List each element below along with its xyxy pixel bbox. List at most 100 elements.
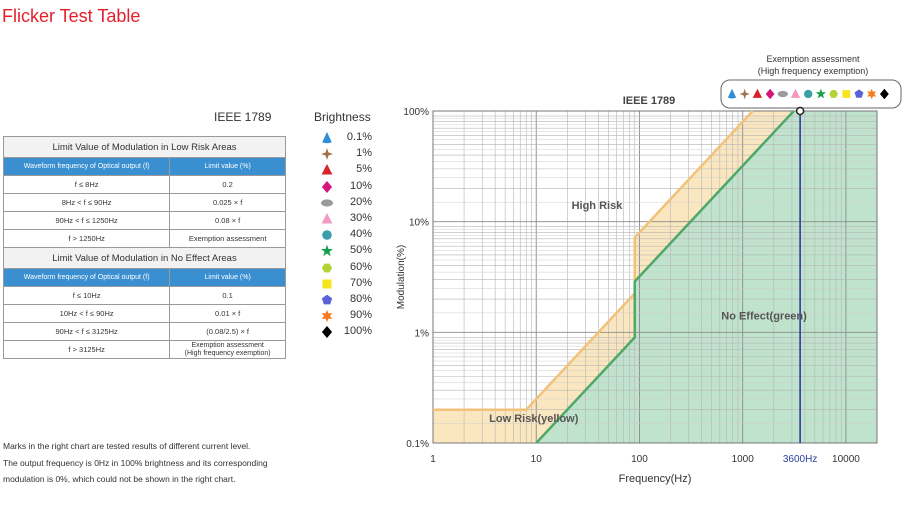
square-marker [322,279,332,289]
square-marker [842,90,851,98]
legend-symbol [321,326,333,339]
y-tick-label: 10% [409,218,429,229]
legend-item: 70% [320,276,380,292]
triangle-marker [321,164,333,175]
table-row: 90Hz < f ≤ 3125Hz (0.08/2.5) × f [2,322,286,341]
x-tick-label: 10000 [832,454,860,465]
legend-label: 40% [349,228,372,241]
legend-symbol [321,212,333,224]
limit-cell: Exemption assessment (High frequency exe… [169,340,286,359]
y-axis-label: Modulation(%) [396,245,407,309]
chart-title: IEEE 1789 [623,95,676,107]
no-effect-col-limit: Limit value (%) [169,268,286,287]
legend-symbol [321,180,333,193]
legend-symbol [322,230,332,240]
legend-symbol [321,294,333,305]
hexagon-marker [321,263,333,272]
legend-item: 60% [320,260,380,276]
legend-label: 1% [356,147,372,160]
limit-table: Limit Value of Modulation in Low Risk Ar… [2,136,286,359]
brightness-legend: 0.1% 1% 5% 10% 20% 30% 40% 50% 60% 70% 80% 90% 100% [320,130,380,340]
diamond-marker [879,88,889,100]
limit-cell: (0.08/2.5) × f [169,322,286,341]
x-tick-label: 3600Hz [783,454,817,465]
diamond-marker [321,180,333,193]
triangle-marker [321,212,333,224]
legend-symbol [321,263,333,272]
limit-line: Exemption assessment [191,341,264,349]
cone-marker [727,88,737,99]
circle-marker [322,230,332,240]
legend-item: 20% [320,195,380,211]
legend-symbol [321,164,333,175]
table-row: f > 1250Hz Exemption assessment [2,229,286,248]
star6-marker [321,310,333,323]
low-risk-col-limit: Limit value (%) [169,157,286,176]
legend-label: 80% [349,292,372,305]
table-row: 8Hz < f ≤ 90Hz 0.025 × f [2,193,286,212]
legend-item: 10% [320,179,380,195]
pentagon-marker [854,89,864,98]
table-row: 90Hz < f ≤ 1250Hz 0.08 × f [2,211,286,230]
star4-marker [739,88,750,100]
x-tick-label: 10 [531,454,543,465]
page-title: Flicker Test Table [2,6,141,26]
legend-symbol [321,245,333,257]
diamond-marker [765,88,775,100]
legend-label: 20% [349,195,372,208]
x-tick-label: 1000 [732,454,755,465]
low-risk-col-freq: Waveform frequency of Optical output (f) [2,157,171,176]
cone-marker [322,132,332,144]
legend-label: 5% [356,163,372,176]
grid [432,110,878,444]
legend-item: 0.1% [320,130,380,146]
circle-marker [804,89,813,99]
legend-item: 5% [320,162,380,178]
y-tick-label: 1% [415,328,430,339]
note-line: modulation is 0%, which could not be sho… [3,474,236,484]
note-line: The output frequency is 0Hz in 100% brig… [3,457,268,468]
hexagon-marker [829,90,839,98]
limit-line-2: (High frequency exemption) [184,349,271,357]
y-tick-label: 100% [403,107,429,118]
legend-label: 10% [349,179,372,192]
region-label: High Risk [572,200,624,212]
exemption-sublabel: (High frequency exemption) [758,66,869,76]
ellipse-marker [777,90,788,98]
legend-item: 100% [320,324,380,340]
table-row: f > 3125Hz Exemption assessment (High fr… [2,340,286,359]
star6-marker [867,88,877,100]
series-line-no-effect [535,110,795,444]
diamond-marker [321,326,333,339]
note-line: Marks in the right chart are tested resu… [3,441,251,451]
table-row: f ≤ 8Hz 0.2 [2,175,286,194]
legend-item: 30% [320,211,380,227]
pentagon-marker [321,294,333,305]
x-axis-label: Frequency(Hz) [619,473,692,485]
freq-cell: f > 3125Hz [2,340,171,359]
star5-marker [321,245,333,257]
exemption-point [795,106,805,116]
x-tick-label: 100 [631,454,648,465]
plot-frame [432,110,878,444]
legend-symbol [321,148,333,161]
x-tick-label: 1 [430,454,436,465]
legend-symbol [321,310,333,323]
legend-title: Brightness [314,110,371,124]
region-label: No Effect(green) [721,311,807,323]
notes: Marks in the right chart are tested resu… [3,438,268,488]
table-row: 10Hz < f ≤ 90Hz 0.01 × f [2,304,286,323]
region-label: Low Risk(yellow) [489,413,579,425]
exemption-label: Exemption assessment [766,54,860,64]
triangle-marker [752,88,763,98]
legend-item: 1% [320,146,380,162]
star4-marker [321,148,333,161]
legend-symbol [321,199,333,207]
no-effect-col-freq: Waveform frequency of Optical output (f) [2,268,171,287]
legend-item: 90% [320,308,380,324]
exemption-markers [727,88,889,100]
legend-label: 0.1% [346,131,372,143]
legend-label: 70% [349,276,372,289]
triangle-marker [790,88,801,98]
